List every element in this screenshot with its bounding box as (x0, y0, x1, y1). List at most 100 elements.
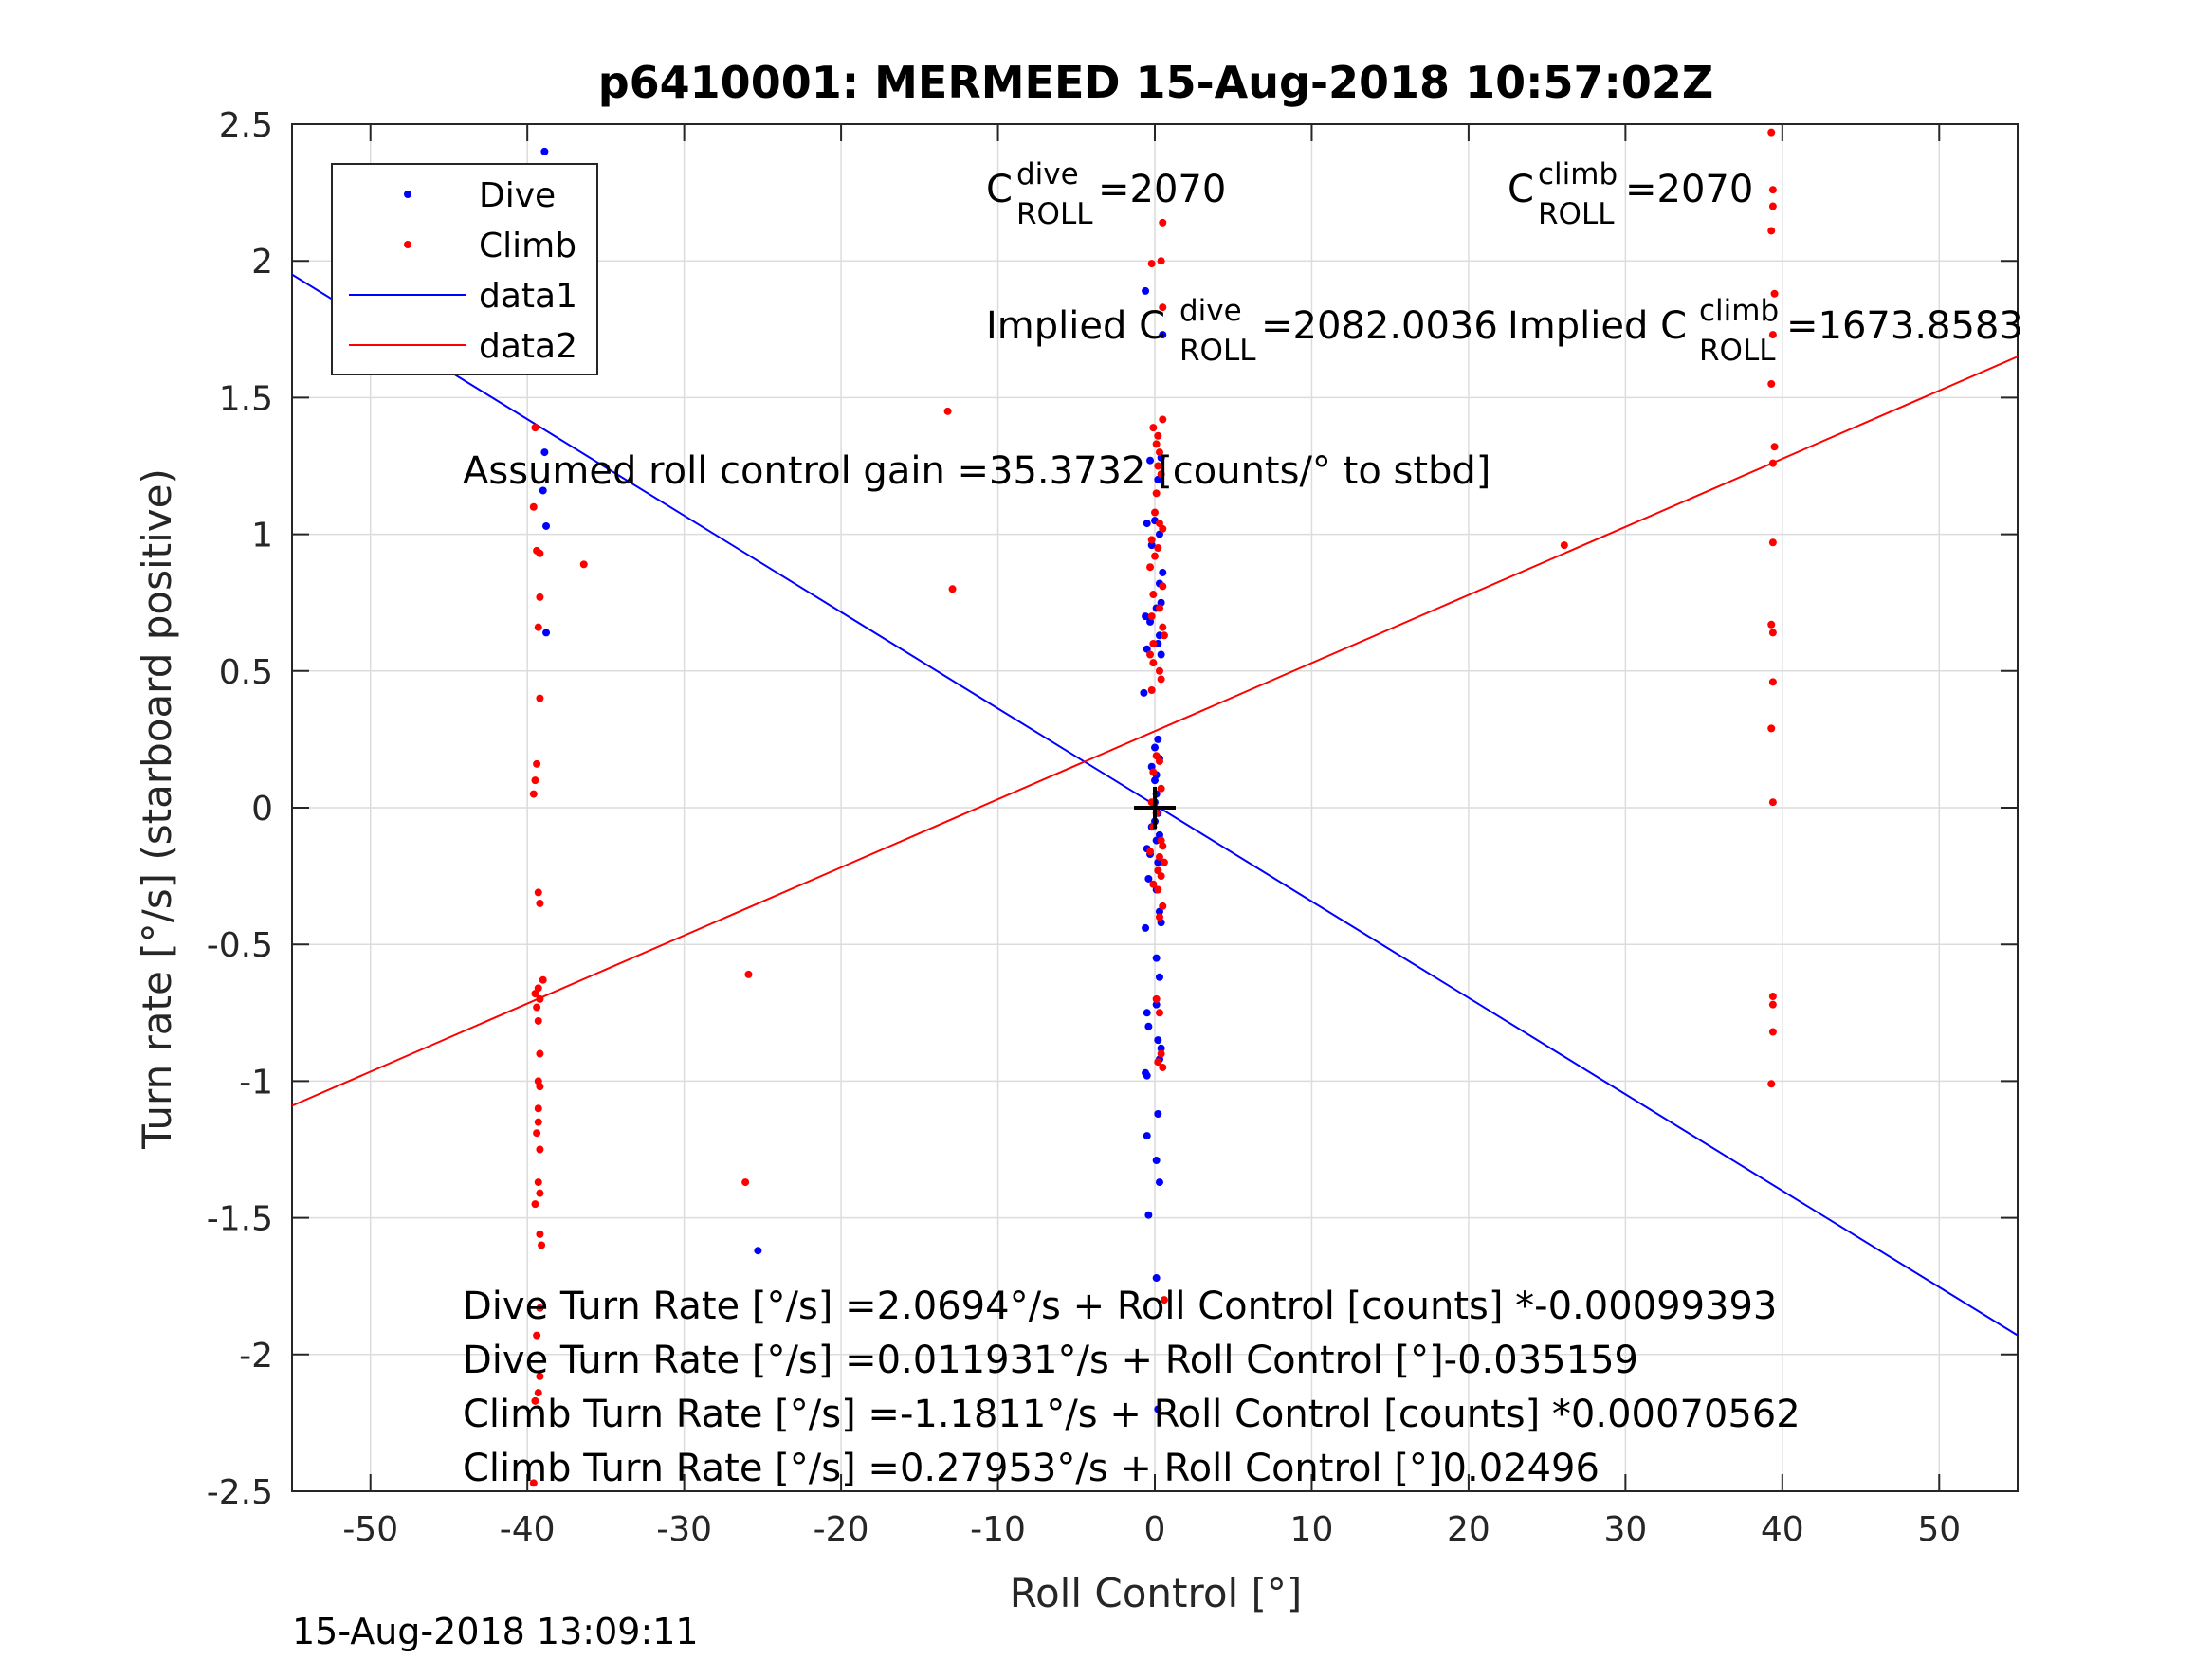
y-axis-label: Turn rate [°/s] (starboard positive) (134, 468, 180, 1150)
climb-point (579, 560, 588, 569)
legend-box (331, 163, 598, 375)
legend: Dive Climb data1 data2 (331, 163, 598, 375)
climb-point (539, 975, 547, 984)
dive-point (1147, 541, 1156, 550)
climb-point (536, 1049, 544, 1058)
climb-point (1149, 639, 1158, 647)
climb-point (1768, 992, 1777, 1000)
dive-point (1143, 520, 1151, 528)
climb-point (1157, 784, 1165, 793)
climb-point (1560, 541, 1568, 550)
climb-point (1147, 536, 1156, 544)
climb-point (1149, 659, 1158, 667)
tick-labels: -50 -40 -30 -20 -10 0 10 20 30 40 50 2.5 2 1.5 1 0.5 0 -0… (207, 106, 1961, 1549)
implied-climb-sub: ROLL (1699, 334, 1776, 368)
climb-point (741, 1178, 750, 1187)
legend-dive-marker (404, 191, 411, 198)
climb-point (1768, 186, 1777, 194)
climb-point (1152, 994, 1161, 1003)
climb-point (1151, 552, 1159, 560)
climb-point (1767, 227, 1776, 235)
climb-point (531, 424, 539, 432)
climb-point (536, 1189, 544, 1197)
implied-climb-sup: climb (1699, 294, 1779, 328)
dive-point (1144, 1211, 1153, 1219)
climb-point (1159, 524, 1167, 533)
dive-point (1157, 650, 1165, 659)
climb-point (1159, 1063, 1167, 1071)
dive-point (1157, 1044, 1165, 1052)
implied-dive-value: =2082.0036 (1261, 304, 1498, 348)
legend-data2-label: data2 (479, 327, 577, 366)
climb-point (1149, 768, 1158, 776)
climb-point (948, 585, 957, 593)
timestamp: 15-Aug-2018 13:09:11 (292, 1611, 699, 1652)
y-tick-label: 2 (251, 243, 273, 282)
fit-line-data2 (291, 356, 2019, 1107)
climb-point (1160, 858, 1168, 866)
y-tick-label: 0.5 (219, 653, 273, 692)
climb-point (1155, 1009, 1163, 1017)
climb-point (1159, 303, 1167, 312)
x-tick-label: -30 (656, 1510, 712, 1549)
c-dive-value: =2070 (1098, 168, 1226, 211)
y-tick-label: -1 (239, 1063, 273, 1102)
climb-point (531, 990, 539, 998)
dive-equation-counts: Dive Turn Rate [°/s] =2.0694°/s + Roll C… (463, 1285, 1777, 1328)
climb-point (1155, 604, 1163, 612)
climb-point (1768, 459, 1777, 467)
climb-point (744, 970, 753, 978)
annotation-c-climb: C climb ROLL =2070 (1508, 157, 1753, 231)
climb-point (529, 502, 538, 511)
climb-point (1768, 331, 1777, 339)
climb-point (1155, 852, 1163, 861)
climb-point (1159, 842, 1167, 850)
climb-point (1767, 379, 1776, 388)
implied-dive-prefix: Implied C (986, 304, 1165, 348)
implied-dive-sub: ROLL (1179, 334, 1256, 368)
climb-point (533, 1331, 541, 1340)
dive-point (1142, 612, 1150, 621)
dive-point (1144, 874, 1153, 883)
c-climb-value: =2070 (1625, 168, 1753, 211)
climb-point (534, 623, 542, 631)
roll-gain-annotation: Assumed roll control gain =35.3732 [coun… (463, 449, 1490, 493)
y-tick-label: -0.5 (207, 926, 273, 965)
dive-point (1152, 1157, 1161, 1165)
climb-point (1768, 202, 1777, 210)
legend-climb-marker (404, 241, 411, 248)
climb-point (1146, 848, 1155, 856)
climb-point (536, 899, 544, 907)
climb-point (534, 1016, 542, 1025)
climb-point (534, 1178, 542, 1187)
climb-point (536, 1083, 544, 1091)
climb-point (1768, 1000, 1777, 1009)
dive-point (1159, 331, 1167, 339)
climb-point (534, 1118, 542, 1126)
climb-point (1160, 631, 1168, 640)
dive-point (1155, 1178, 1163, 1187)
climb-point (536, 592, 544, 601)
x-tick-label: -40 (500, 1510, 556, 1549)
climb-point (1157, 257, 1165, 265)
dive-point (754, 1247, 762, 1255)
climb-point (536, 1145, 544, 1154)
climb-point (531, 1200, 539, 1209)
dive-point (540, 147, 549, 155)
chart-title: p6410001: MERMEED 15-Aug-2018 10:57:02Z (598, 57, 1714, 108)
dive-point (542, 629, 551, 637)
climb-point (1154, 885, 1162, 894)
dive-point (1159, 568, 1167, 576)
climb-point (534, 888, 542, 897)
dive-point (540, 448, 549, 457)
annotation-c-dive: C dive ROLL =2070 (986, 157, 1226, 231)
climb-point (529, 790, 538, 798)
x-tick-label: 50 (1917, 1510, 1961, 1549)
climb-point (534, 1104, 542, 1113)
dive-point (1143, 1071, 1151, 1080)
implied-climb-value: =1673.8583 (1786, 304, 2023, 348)
climb-point (1152, 440, 1161, 448)
dive-point (1151, 743, 1159, 752)
climb-point (1147, 612, 1156, 621)
